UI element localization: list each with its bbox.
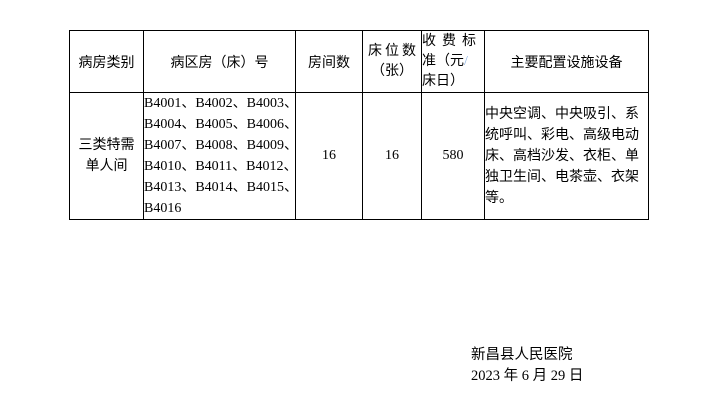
cell-bed-count: 16	[362, 92, 422, 220]
header-room-count: 房间数	[295, 30, 363, 93]
hospital-name: 新昌县人民医院	[471, 347, 573, 363]
cell-facilities: 中央空调、中央吸引、系统呼叫、彩电、高级电动床、高档沙发、衣柜、单独卫生间、电茶…	[484, 92, 649, 220]
header-bed-count-line1: 床位数	[368, 43, 419, 59]
ward-category-line1: 三类特需	[78, 138, 135, 153]
room-numbers-line: B4004、B4005、B4006、	[144, 117, 296, 132]
ward-fee-table: 病房类别 病区房（床）号 房间数 床位数 （张） 收费标 准（元/ 床日） 主要…	[69, 30, 649, 220]
signature-block: 新昌县人民医院 2023 年 6 月 29 日	[471, 345, 583, 387]
header-ward-category-label: 病房类别	[78, 55, 135, 71]
header-fee-slash: /	[464, 53, 468, 69]
cell-room-count: 16	[295, 92, 363, 220]
room-numbers-line: B4013、B4014、B4015、	[144, 180, 296, 195]
header-room-numbers: 病区房（床）号	[143, 30, 296, 93]
header-fee-line3: 床日）	[422, 73, 465, 89]
header-fee-standard: 收费标 准（元/ 床日）	[421, 30, 485, 93]
room-numbers-line: B4010、B4011、B4012、	[144, 159, 296, 174]
header-fee-line2: 准（元	[422, 53, 465, 69]
document-date: 2023 年 6 月 29 日	[471, 368, 584, 384]
header-ward-category: 病房类别	[69, 30, 144, 93]
ward-category-line2: 单人间	[85, 159, 128, 174]
cell-room-numbers: B4001、B4002、B4003、 B4004、B4005、B4006、 B4…	[143, 92, 296, 220]
header-facilities-label: 主要配置设施设备	[510, 55, 623, 71]
header-room-count-label: 房间数	[308, 55, 350, 71]
header-room-numbers-label: 病区房（床）号	[170, 55, 269, 71]
header-bed-count-line2: （张）	[371, 63, 413, 79]
header-fee-line1: 收费标	[422, 33, 482, 49]
room-numbers-line: B4001、B4002、B4003、	[144, 96, 296, 111]
table-data-row: 三类特需 单人间 B4001、B4002、B4003、 B4004、B4005、…	[69, 92, 649, 220]
header-bed-count: 床位数 （张）	[362, 30, 422, 93]
cell-fee-standard: 580	[421, 92, 485, 220]
cell-ward-category: 三类特需 单人间	[69, 92, 144, 220]
room-numbers-line: B4007、B4008、B4009、	[144, 138, 296, 153]
room-numbers-line: B4016	[144, 201, 182, 216]
header-facilities: 主要配置设施设备	[484, 30, 649, 93]
table-header-row: 病房类别 病区房（床）号 房间数 床位数 （张） 收费标 准（元/ 床日） 主要…	[69, 30, 649, 93]
